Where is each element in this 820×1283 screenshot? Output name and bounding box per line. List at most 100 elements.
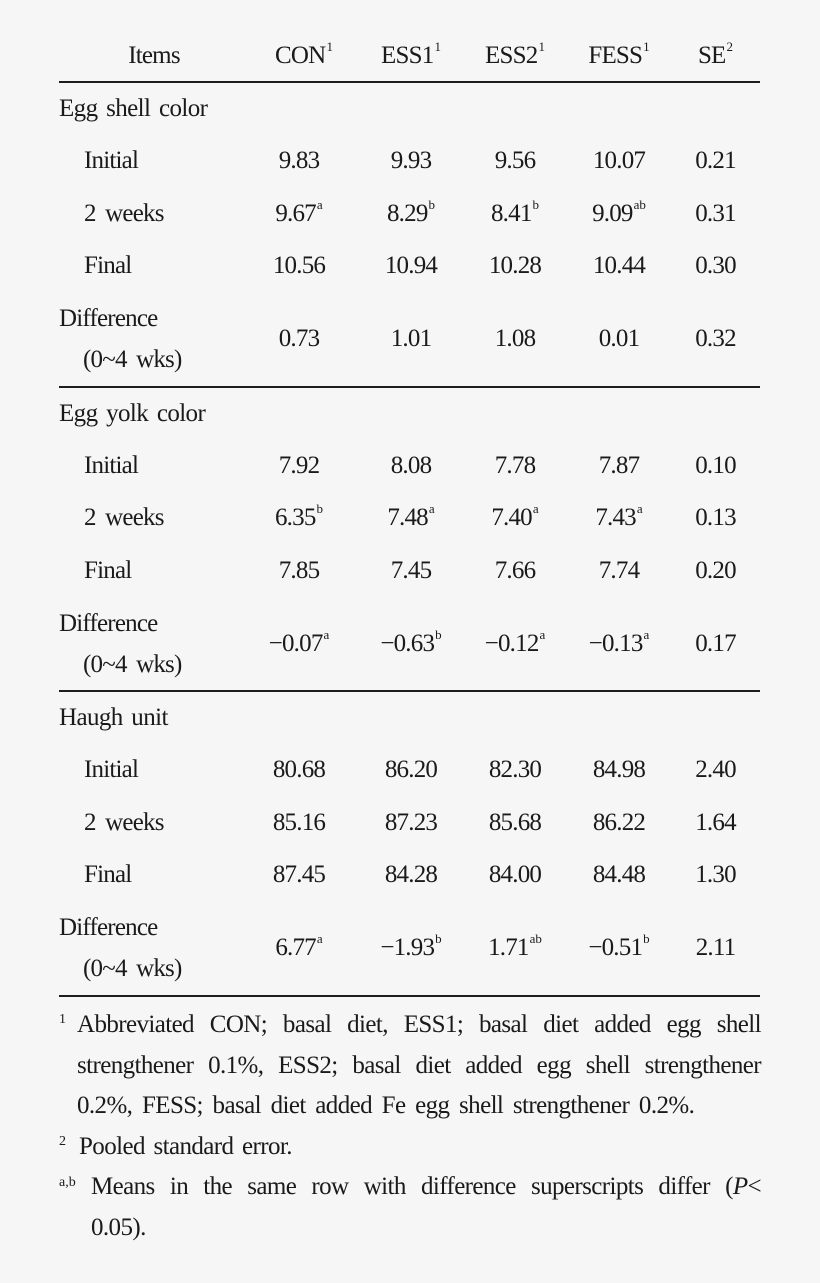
cell-number: 8.08 <box>390 451 432 479</box>
table-row: Initial 9.83 9.93 9.56 10.07 0.21 <box>59 135 760 188</box>
cell-value: 85.16 <box>239 809 359 837</box>
significance-letter: b <box>435 626 442 642</box>
cell-number: 1.08 <box>494 325 536 352</box>
cell-value: 6.35b <box>239 501 359 532</box>
row-label: Final <box>59 252 239 280</box>
table-header-row: Items CON1 ESS11 ESS21 FESS1 SE2 <box>59 30 760 81</box>
row-label-text: Initial <box>84 756 139 784</box>
header-rule <box>59 81 760 83</box>
cell-number: 8.41 <box>490 199 532 227</box>
row-label-text: Final <box>84 252 132 280</box>
header-ess2: ESS21 <box>463 38 567 70</box>
cell-number: 10.28 <box>488 252 542 280</box>
cell-se: 2.40 <box>695 756 736 784</box>
row-label: 2 weeks <box>59 504 239 532</box>
row-label-text: Difference <box>59 914 158 941</box>
significance-letter: a <box>428 501 435 517</box>
cell-value: 85.68 <box>463 809 567 837</box>
data-table: Items CON1 ESS11 ESS21 FESS1 SE2 Egg she… <box>59 30 760 997</box>
cell-number: 10.07 <box>592 147 646 175</box>
table-row: 2 weeks 85.16 87.23 85.68 86.22 1.64 <box>59 797 760 850</box>
table-row: 2 weeks 9.67a 8.29b 8.41b 9.09ab 0.31 <box>59 188 760 241</box>
footnotes: 1 Abbreviated CON; basal diet, ESS1; bas… <box>59 1005 762 1248</box>
footnote-text-part: < 0.05). <box>91 1173 762 1241</box>
row-sublabel: (0~4 wks) <box>83 955 182 982</box>
cell-number: 86.22 <box>592 808 646 836</box>
row-label: Difference (0~4 wks) <box>59 298 239 380</box>
table-body: Egg shell color Initial 9.83 9.93 9.56 10.07 0… <box>59 83 760 997</box>
cell-value: 9.67a <box>239 197 359 228</box>
footnote-text-part: Means in the same row with difference su… <box>91 1173 733 1200</box>
cell-value: 10.94 <box>359 252 463 280</box>
cell-number: 10.44 <box>592 252 646 280</box>
cell-number: 7.78 <box>494 451 536 479</box>
cell-number: −0.07 <box>268 629 324 657</box>
cell-se: 1.64 <box>695 808 736 836</box>
significance-letter: a <box>316 931 323 946</box>
cell-value: 9.83 <box>239 147 359 175</box>
significance-letter: a <box>643 626 650 642</box>
cell-value: 10.28 <box>463 252 567 280</box>
cell-value: 86.22 <box>567 809 671 837</box>
significance-letter: a <box>636 501 643 517</box>
significance-letter: ab <box>633 196 646 212</box>
cell-number: 7.74 <box>598 556 640 584</box>
footnote-1: 1 Abbreviated CON; basal diet, ESS1; bas… <box>59 1005 762 1127</box>
cell-value: 1.71ab <box>463 931 567 962</box>
cell-value: −1.93b <box>359 931 463 962</box>
header-label: ESS1 <box>381 41 434 69</box>
row-label: Final <box>59 861 239 889</box>
cell-number: 0.73 <box>278 325 320 352</box>
cell-value: 7.45 <box>359 557 463 585</box>
table-row: Difference (0~4 wks) 0.73 1.01 1.08 0.01 0.32 <box>59 293 760 386</box>
cell-value: 8.29b <box>359 196 463 228</box>
row-label-text: Initial <box>84 451 139 479</box>
table-row: Final 7.85 7.45 7.66 7.74 0.20 <box>59 545 760 598</box>
header-label: SE <box>697 41 726 69</box>
section-title-egg-shell-color: Egg shell color <box>59 95 208 122</box>
row-label-text: Difference <box>59 609 158 637</box>
row-label: 2 weeks <box>59 809 239 837</box>
cell-number: 7.43 <box>595 504 636 532</box>
cell-value: 6.77a <box>239 931 359 962</box>
cell-number: −0.63 <box>380 629 435 657</box>
cell-number: 8.29 <box>386 199 428 227</box>
cell-number: −1.93 <box>380 934 435 961</box>
cell-value: 8.08 <box>359 452 463 480</box>
p-value-symbol: P <box>732 1173 748 1200</box>
table-row: Initial 80.68 86.20 82.30 84.98 2.40 <box>59 744 760 797</box>
cell-number: 80.68 <box>272 756 326 784</box>
table-row: 2 weeks 6.35b 7.48a 7.40a 7.43a 0.13 <box>59 492 760 545</box>
cell-value: −0.12a <box>463 627 567 658</box>
row-label: Initial <box>59 147 239 175</box>
cell-value: −0.13a <box>567 626 671 658</box>
cell-value: 8.41b <box>463 196 567 228</box>
footnote-ref: 1 <box>538 38 545 54</box>
cell-number: 7.85 <box>278 556 320 584</box>
cell-se: 0.13 <box>695 504 736 532</box>
cell-se: 0.21 <box>695 147 736 175</box>
cell-number: 7.66 <box>494 556 536 584</box>
cell-value: 7.66 <box>463 557 567 585</box>
cell-se: 2.11 <box>695 934 736 961</box>
cell-number: 86.20 <box>384 756 438 784</box>
footnote-2: 2 Pooled standard error. <box>59 1127 761 1168</box>
cell-value: 87.23 <box>359 809 463 837</box>
cell-value: 10.07 <box>567 147 671 175</box>
cell-se: 0.10 <box>695 451 736 479</box>
footnote-text: Means in the same row with difference su… <box>59 1167 762 1248</box>
cell-number: 1.01 <box>390 325 432 352</box>
cell-value: −0.63b <box>359 626 463 658</box>
significance-letter: b <box>532 196 540 212</box>
significance-letter: ab <box>529 931 542 946</box>
cell-se: 1.30 <box>695 861 736 889</box>
row-label: 2 weeks <box>59 200 239 228</box>
significance-letter: b <box>435 931 442 946</box>
cell-value: 84.48 <box>567 861 671 889</box>
row-label-text: 2 weeks <box>84 808 164 836</box>
cell-number: 7.48 <box>387 504 428 532</box>
significance-letter: b <box>428 196 436 212</box>
cell-value: 1.01 <box>359 325 463 353</box>
cell-se: 0.17 <box>695 629 736 657</box>
header-items-label: Items <box>128 41 180 69</box>
